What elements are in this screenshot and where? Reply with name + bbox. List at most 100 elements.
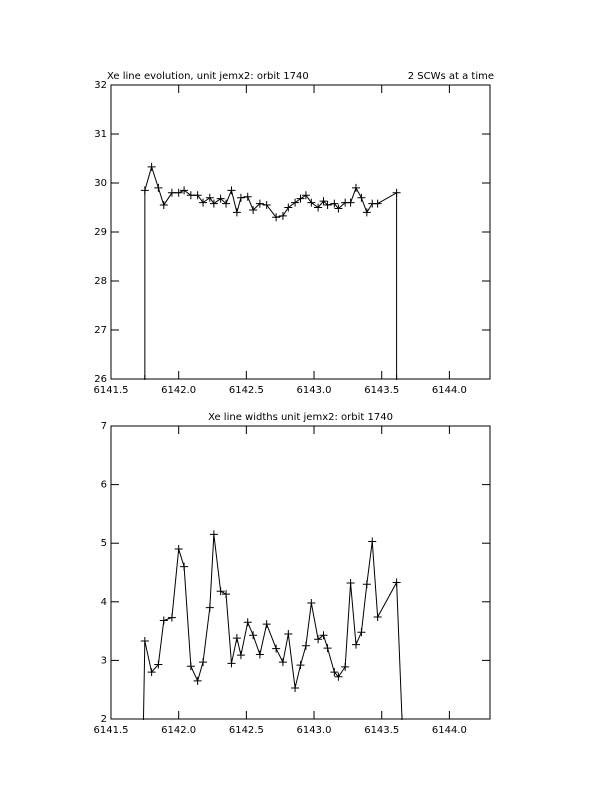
data-point [232,208,241,217]
data-point [330,199,339,208]
x-tick-label: 6141.5 [94,385,129,396]
data-point [167,188,176,197]
data-point [147,668,156,677]
data-point [140,186,149,195]
data-point [284,630,293,639]
data-point [319,197,328,206]
data-line [144,165,398,379]
data-point [236,193,245,202]
y-tick-label: 6 [101,480,107,491]
data-point [139,715,148,720]
plot-frame [110,425,491,720]
data-point [167,613,176,622]
chart-title: Xe line evolution, unit jemx2: orbit 174… [107,71,309,82]
x-tick-label: 6142.0 [161,725,196,736]
x-tick-label: 6144.0 [432,725,467,736]
data-point [314,203,323,212]
y-tick-label: 27 [94,325,107,336]
data-point [159,201,168,210]
data-point [392,188,401,197]
data-point [140,375,149,380]
data-point [307,198,316,207]
data-point [272,213,281,222]
y-tick-label: 5 [101,538,107,549]
x-tick-label: 6143.5 [364,725,399,736]
data-point [193,191,202,200]
data-point [180,186,189,195]
data-point [398,715,407,720]
plot-frame [110,84,491,380]
data-point [323,644,332,653]
data-point [262,620,271,629]
data-point [249,205,258,214]
data-point [334,672,343,681]
x-tick-label: 6143.0 [297,385,332,396]
data-point [291,683,300,692]
data-line [142,534,403,720]
data-point [346,579,355,588]
data-point [262,201,271,210]
data-point [186,662,195,671]
y-tick-label: 7 [101,421,107,432]
y-tick-label: 32 [94,80,107,91]
data-point [362,580,371,589]
data-point [319,631,328,640]
data-point [222,199,231,208]
data-point [249,631,258,640]
data-point [341,662,350,671]
data-point [272,644,281,653]
data-point [351,183,360,192]
x-tick-label: 6142.5 [229,385,264,396]
data-point [193,676,202,685]
annotation: 2 SCWs at a time [408,71,494,82]
y-tick-label: 26 [94,374,107,385]
data-point [373,613,382,622]
data-point [357,193,366,202]
data-point [284,203,293,212]
data-point [209,530,218,539]
data-point [314,635,323,644]
y-tick-label: 29 [94,227,107,238]
data-point [323,201,332,210]
data-point [278,211,287,220]
data-point [222,590,231,599]
data-point [199,198,208,207]
data-point [296,194,305,203]
data-point [154,660,163,669]
data-point [199,658,208,667]
data-point [301,191,310,200]
data-point [186,191,195,200]
data-point [236,651,245,660]
x-tick-label: 6143.0 [297,725,332,736]
data-point [205,603,214,612]
data-point [227,186,236,195]
data-point [174,545,183,554]
data-point [216,587,225,596]
data-point [392,375,401,380]
data-point [334,204,343,213]
data-point [346,198,355,207]
y-tick-label: 31 [94,129,107,140]
data-point [255,650,264,659]
data-point [330,668,339,677]
data-point [296,661,305,670]
y-tick-label: 30 [94,178,107,189]
data-point [278,658,287,667]
data-point [227,659,236,668]
data-point [301,641,310,650]
data-point [357,628,366,637]
x-tick-label: 6142.0 [161,385,196,396]
data-point [243,618,252,627]
x-tick-label: 6142.5 [229,725,264,736]
chart-title: Xe line widths unit jemx2: orbit 1740 [208,412,393,423]
data-point [291,198,300,207]
data-point [373,199,382,208]
data-point [351,640,360,649]
data-point [255,199,264,208]
x-tick-label: 6141.5 [94,725,129,736]
data-point [159,616,168,625]
data-point [140,637,149,646]
data-point [307,598,316,607]
data-point [392,578,401,587]
